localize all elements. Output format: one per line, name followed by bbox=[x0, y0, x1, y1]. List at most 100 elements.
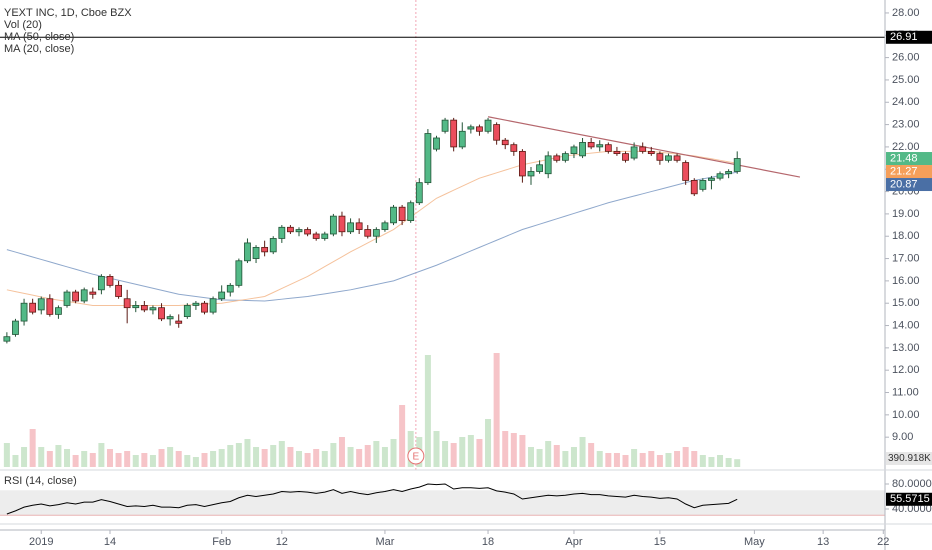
candle-body bbox=[699, 180, 707, 190]
volume-bar bbox=[244, 439, 251, 467]
price-marker: 20.87 bbox=[890, 178, 918, 190]
candle-body bbox=[295, 229, 303, 233]
legend-entry: MA (50, close) bbox=[4, 31, 74, 43]
earnings-marker bbox=[407, 447, 425, 465]
volume-bar bbox=[167, 447, 174, 467]
candle-body bbox=[55, 307, 62, 315]
x-tick-label: 12 bbox=[276, 536, 288, 548]
volume-bar bbox=[364, 445, 371, 467]
volume-bar bbox=[313, 449, 320, 467]
volume-bar bbox=[201, 453, 208, 467]
candle-body bbox=[218, 291, 226, 300]
candle-body bbox=[166, 316, 174, 320]
volume-bar bbox=[21, 447, 28, 467]
candle-body bbox=[183, 305, 191, 318]
volume-bar bbox=[81, 451, 88, 467]
volume-bar bbox=[330, 443, 337, 467]
volume-bar bbox=[708, 457, 715, 467]
volume-bar bbox=[536, 449, 543, 467]
candle-body bbox=[115, 284, 122, 297]
volume-bar bbox=[562, 451, 569, 467]
volume-bar bbox=[691, 451, 698, 467]
volume-bar bbox=[29, 429, 36, 467]
volume-bar bbox=[124, 451, 131, 467]
horizontal-line-label: 26.91 bbox=[890, 31, 918, 43]
volume-bar bbox=[158, 449, 165, 467]
candle-body bbox=[458, 130, 466, 148]
volume-bar bbox=[528, 447, 534, 467]
candle-body bbox=[716, 173, 724, 179]
volume-bar bbox=[639, 453, 646, 467]
candle-body bbox=[544, 155, 552, 175]
volume-bar bbox=[502, 431, 509, 467]
candle-body bbox=[201, 302, 208, 313]
candle-body bbox=[519, 150, 526, 177]
candle-body bbox=[433, 137, 440, 150]
candle-body bbox=[158, 307, 165, 320]
candle-body bbox=[390, 206, 397, 224]
volume-marker: 390.918K bbox=[888, 453, 931, 464]
candle-body bbox=[467, 126, 475, 130]
candle-body bbox=[613, 150, 621, 155]
volume-bar bbox=[485, 419, 492, 467]
price-marker: 21.48 bbox=[890, 152, 918, 164]
candle-body bbox=[269, 238, 277, 253]
y-tick-label: 16.00 bbox=[892, 275, 920, 287]
candle-body bbox=[708, 177, 715, 181]
candle-body bbox=[682, 162, 690, 181]
rsi-band bbox=[0, 490, 885, 516]
x-tick-label: 13 bbox=[817, 536, 829, 548]
volume-bar bbox=[459, 437, 466, 467]
candle-body bbox=[536, 164, 543, 172]
price-marker-bg bbox=[886, 165, 932, 179]
volume-bar bbox=[227, 445, 234, 467]
x-tick-label: Feb bbox=[212, 536, 231, 548]
candle-body bbox=[12, 320, 19, 335]
volume-bar bbox=[390, 439, 397, 467]
y-tick-label: 13.00 bbox=[892, 342, 920, 354]
candle-body bbox=[501, 139, 509, 146]
candle-body bbox=[639, 146, 647, 152]
rsi-tick-label: 40.0000 bbox=[892, 503, 932, 515]
volume-bar bbox=[149, 455, 156, 467]
candle-body bbox=[579, 142, 586, 157]
rsi-marker: 55.5715 bbox=[890, 493, 930, 505]
candle-body bbox=[630, 146, 638, 159]
volume-bar bbox=[55, 445, 62, 467]
volume-bar bbox=[338, 437, 345, 467]
volume-bar bbox=[519, 435, 526, 467]
volume-bar bbox=[725, 458, 732, 467]
volume-bar bbox=[442, 441, 449, 467]
candle-body bbox=[372, 229, 380, 237]
volume-marker-bg bbox=[886, 452, 932, 465]
volume-bar bbox=[98, 443, 105, 467]
volume-bar bbox=[545, 441, 552, 467]
candle-body bbox=[450, 119, 458, 148]
legend-entry: MA (20, close) bbox=[4, 43, 74, 55]
candle-body bbox=[29, 302, 37, 313]
candle-body bbox=[673, 155, 681, 161]
candle-body bbox=[261, 246, 269, 253]
candle-body bbox=[527, 171, 535, 177]
y-tick-label: 17.00 bbox=[892, 252, 920, 264]
candle-body bbox=[570, 146, 578, 155]
y-tick-label: 28.00 bbox=[892, 7, 920, 19]
candle-body bbox=[80, 289, 88, 302]
volume-bar bbox=[622, 455, 629, 467]
candle-body bbox=[561, 153, 569, 161]
candle-body bbox=[3, 336, 11, 342]
volume-bar bbox=[648, 451, 655, 467]
candle-body bbox=[244, 242, 251, 262]
y-tick-label: 23.00 bbox=[892, 118, 920, 130]
price-marker-bg bbox=[886, 152, 932, 166]
y-tick-label: 26.00 bbox=[892, 52, 920, 64]
volume-bar bbox=[381, 447, 388, 467]
x-tick-label: 18 bbox=[482, 536, 494, 548]
y-tick-label: 14.00 bbox=[892, 319, 920, 331]
candle-body bbox=[37, 298, 45, 311]
volume-bar bbox=[3, 443, 10, 467]
earnings-label: E bbox=[413, 452, 420, 463]
volume-bar bbox=[296, 451, 303, 467]
volume-bar bbox=[717, 455, 724, 467]
chart-title: YEXT INC, 1D, Cboe BZX bbox=[4, 7, 132, 19]
